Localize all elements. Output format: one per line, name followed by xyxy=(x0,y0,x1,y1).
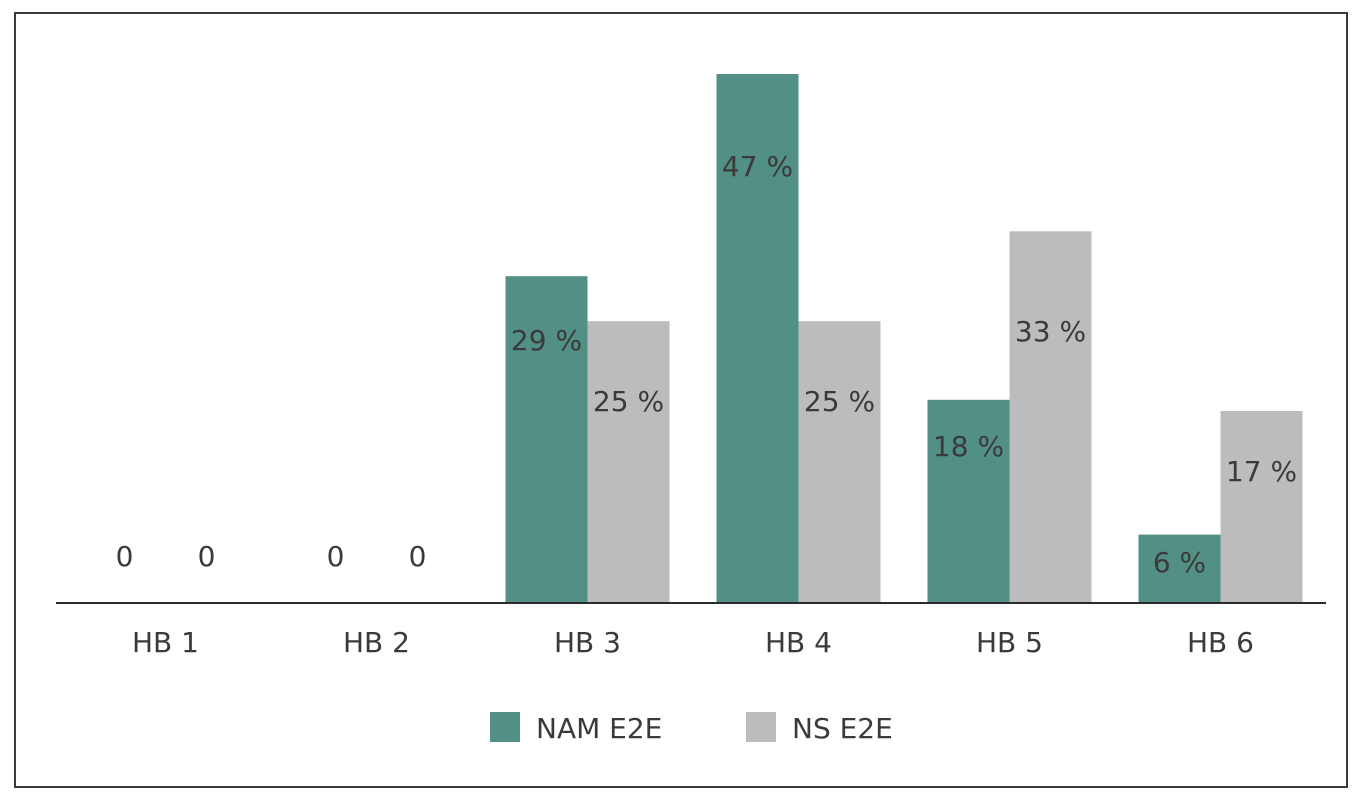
bar-nam-e2e-hb-4 xyxy=(716,74,799,602)
bar-ns-e2e-hb-4 xyxy=(798,321,881,602)
data-label-ns-e2e-hb-6: 17 % xyxy=(1226,455,1297,488)
chart-frame xyxy=(14,12,1348,788)
data-label-ns-e2e-hb-5: 33 % xyxy=(1015,315,1086,348)
data-label-nam-e2e-hb-6: 6 % xyxy=(1153,546,1206,579)
x-tick-label-hb-2: HB 2 xyxy=(343,626,410,659)
data-label-nam-e2e-hb-5: 18 % xyxy=(933,430,1004,463)
legend-label-nam-e2e: NAM E2E xyxy=(536,712,662,745)
bars-layer xyxy=(505,74,1303,602)
data-label-ns-e2e-hb-2: 0 xyxy=(409,540,427,573)
data-label-nam-e2e-hb-2: 0 xyxy=(327,540,345,573)
legend-item-ns-e2e: NS E2E xyxy=(746,712,893,745)
legend-swatch-nam-e2e xyxy=(490,712,520,742)
legend-swatch-ns-e2e xyxy=(746,712,776,742)
legend-label-ns-e2e: NS E2E xyxy=(792,712,893,745)
data-label-ns-e2e-hb-3: 25 % xyxy=(593,385,664,418)
data-label-ns-e2e-hb-4: 25 % xyxy=(804,385,875,418)
data-label-nam-e2e-hb-1: 0 xyxy=(116,540,134,573)
x-tick-label-hb-3: HB 3 xyxy=(554,626,621,659)
bar-nam-e2e-hb-5 xyxy=(927,399,1010,602)
x-tick-label-hb-6: HB 6 xyxy=(1187,626,1254,659)
legend-item-nam-e2e: NAM E2E xyxy=(490,712,662,745)
x-tick-label-hb-5: HB 5 xyxy=(976,626,1043,659)
bar-ns-e2e-hb-3 xyxy=(587,321,670,602)
data-label-ns-e2e-hb-1: 0 xyxy=(198,540,216,573)
bar-nam-e2e-hb-3 xyxy=(505,276,588,602)
x-tick-label-hb-1: HB 1 xyxy=(132,626,199,659)
legend: NAM E2E NS E2E xyxy=(490,712,893,745)
bar-ns-e2e-hb-6 xyxy=(1220,411,1303,602)
bar-nam-e2e-hb-6 xyxy=(1138,534,1221,602)
data-labels-layer: 0 0 0 0 29 % 25 % 47 % 25 % 18 % 33 % 6 % 17 % xyxy=(116,150,1297,579)
x-tick-labels: HB 1 HB 2 HB 3 HB 4 HB 5 HB 6 xyxy=(132,626,1254,659)
bar-ns-e2e-hb-5 xyxy=(1009,231,1092,602)
data-label-nam-e2e-hb-4: 47 % xyxy=(722,150,793,183)
data-label-nam-e2e-hb-3: 29 % xyxy=(511,324,582,357)
x-tick-label-hb-4: HB 4 xyxy=(765,626,832,659)
